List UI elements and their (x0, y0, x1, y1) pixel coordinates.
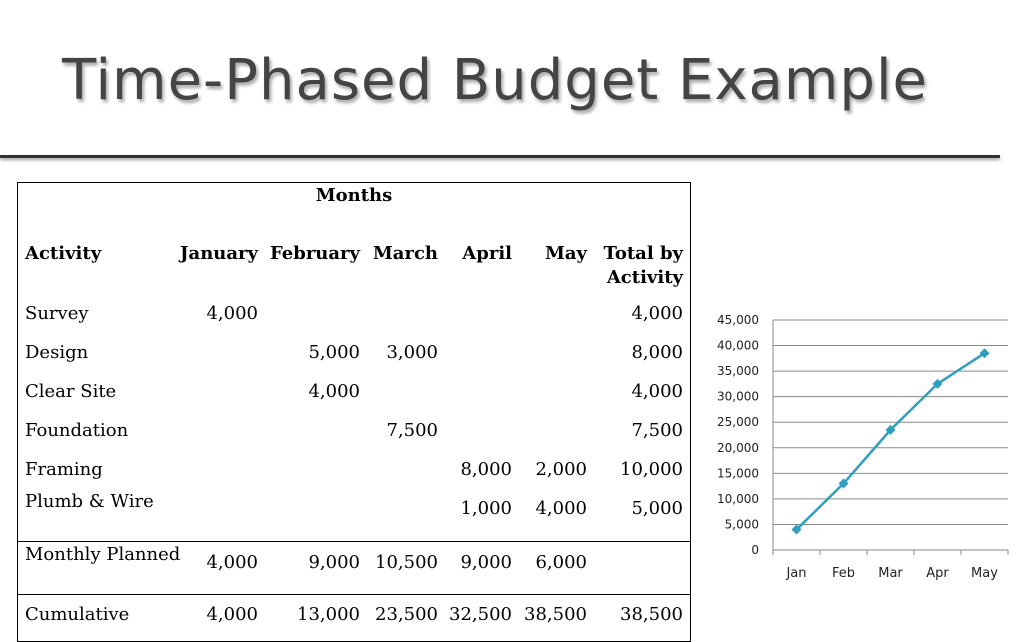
row-activity-label: Foundation (25, 420, 129, 441)
row-value: 3,000 (386, 342, 438, 363)
header-january: January (180, 243, 258, 264)
row-activity-label: Framing (25, 459, 103, 480)
row-value: 8,000 (460, 459, 512, 480)
cumulative-total: 38,500 (620, 604, 683, 625)
row-activity-label: Design (25, 342, 89, 363)
monthly-divider (18, 541, 690, 542)
monthly-planned-value: 10,500 (375, 552, 438, 573)
series-line (795, 352, 986, 531)
y-tick-label: 10,000 (717, 492, 759, 506)
row-total: 5,000 (631, 498, 683, 519)
title-divider (0, 155, 1000, 158)
cumulative-value: 4,000 (206, 604, 258, 625)
monthly-planned-value: 9,000 (308, 552, 360, 573)
row-value: 4,000 (535, 498, 587, 519)
row-total: 4,000 (631, 381, 683, 402)
budget-table: Months Activity January February March A… (17, 182, 691, 642)
row-total: 7,500 (631, 420, 683, 441)
y-tick-label: 25,000 (717, 415, 759, 429)
monthly-planned-value: 4,000 (206, 552, 258, 573)
y-tick-label: 30,000 (717, 390, 759, 404)
header-total-line1: Total by (603, 243, 683, 264)
row-value: 4,000 (308, 381, 360, 402)
header-activity: Activity (25, 243, 102, 264)
row-total: 4,000 (631, 303, 683, 324)
y-tick-label: 45,000 (717, 313, 759, 327)
row-activity-label: Plumb & Wire (25, 491, 154, 512)
row-activity-label: Clear Site (25, 381, 117, 402)
data-point (791, 524, 802, 535)
cumulative-value: 32,500 (449, 604, 512, 625)
x-tick-label: May (971, 566, 998, 581)
data-point (932, 378, 943, 389)
row-total: 8,000 (631, 342, 683, 363)
data-point (838, 478, 849, 489)
months-group-header: Months (315, 185, 393, 206)
cumulative-value: 23,500 (375, 604, 438, 625)
header-march: March (372, 243, 438, 264)
monthly-planned-value: 6,000 (535, 552, 587, 573)
y-tick-label: 20,000 (717, 441, 759, 455)
cumulative-line-chart: 0 5,000 10,000 15,000 20,000 25,000 30,000 35,0… (717, 313, 1009, 581)
header-february: February (269, 243, 360, 264)
monthly-planned-label: Monthly Planned (25, 544, 181, 565)
header-total-line2: Activity (606, 267, 683, 288)
row-value: 7,500 (386, 420, 438, 441)
x-tick-label: Feb (832, 566, 855, 581)
row-activity-label: Survey (25, 303, 89, 324)
row-total: 10,000 (620, 459, 683, 480)
y-tick-label: 15,000 (717, 466, 759, 480)
data-point (979, 348, 990, 359)
row-value: 1,000 (460, 498, 512, 519)
row-value: 5,000 (308, 342, 360, 363)
x-tick-label: Jan (785, 566, 806, 581)
cumulative-divider (18, 594, 690, 595)
y-tick-label: 35,000 (717, 364, 759, 378)
y-tick-label: 40,000 (717, 339, 759, 353)
y-tick-label: 0 (751, 543, 759, 557)
header-may: May (544, 243, 587, 264)
y-tick-label: 5,000 (725, 517, 759, 531)
x-tick-label: Apr (926, 566, 949, 581)
cumulative-value: 38,500 (524, 604, 587, 625)
cumulative-value: 13,000 (297, 604, 360, 625)
header-april: April (462, 243, 512, 264)
cumulative-label: Cumulative (25, 604, 130, 625)
row-value: 4,000 (206, 303, 258, 324)
monthly-planned-value: 9,000 (460, 552, 512, 573)
data-point (885, 424, 896, 435)
slide-title: Time-Phased Budget Example (62, 48, 928, 113)
x-tick-label: Mar (878, 566, 903, 581)
row-value: 2,000 (535, 459, 587, 480)
